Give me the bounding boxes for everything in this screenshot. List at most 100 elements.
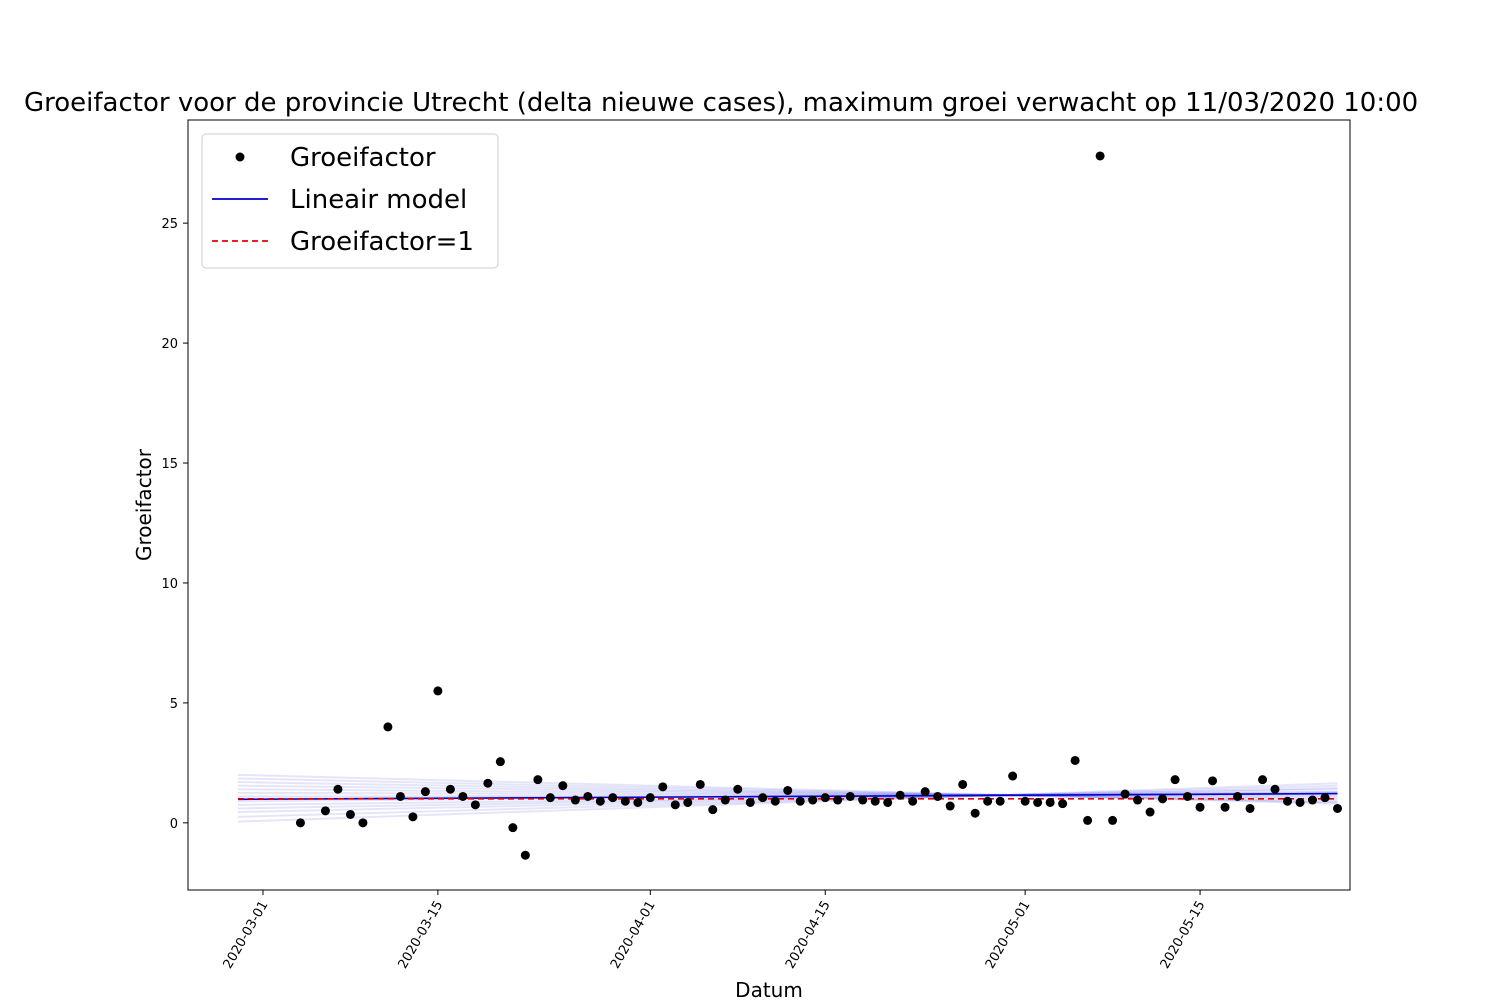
- data-point: [745, 797, 755, 807]
- data-point: [1220, 802, 1230, 812]
- data-point: [545, 793, 555, 803]
- x-tick-label: 2020-05-01: [983, 899, 1034, 972]
- data-point: [1058, 799, 1068, 809]
- data-point: [1145, 807, 1155, 817]
- data-point: [608, 793, 618, 803]
- data-point: [1333, 803, 1343, 813]
- data-point: [1095, 151, 1105, 161]
- y-tick-label: 5: [170, 697, 178, 712]
- data-point: [1120, 789, 1130, 799]
- data-point: [1183, 791, 1193, 801]
- y-axis-label: Groeifactor: [132, 448, 156, 561]
- data-point: [1158, 794, 1168, 804]
- data-point: [945, 801, 955, 811]
- data-point: [1045, 797, 1055, 807]
- data-point: [908, 796, 918, 806]
- data-point: [1295, 797, 1305, 807]
- data-point: [983, 796, 993, 806]
- data-point: [358, 818, 368, 828]
- data-point: [1033, 797, 1043, 807]
- data-point: [1258, 775, 1268, 785]
- data-point: [383, 722, 393, 732]
- data-point: [533, 775, 543, 785]
- data-point: [395, 791, 405, 801]
- data-point: [420, 787, 430, 797]
- model-band-line: [237, 784, 1338, 818]
- data-point: [658, 782, 668, 792]
- data-point: [1008, 771, 1018, 781]
- legend-label: Lineair model: [290, 185, 467, 215]
- plot-area: [237, 151, 1343, 860]
- data-point: [520, 850, 530, 860]
- legend-label: Groeifactor: [290, 143, 436, 173]
- data-point: [570, 795, 580, 805]
- data-point: [1233, 791, 1243, 801]
- data-point: [833, 795, 843, 805]
- data-point: [1108, 815, 1118, 825]
- data-point: [1020, 796, 1030, 806]
- data-point: [1208, 776, 1218, 786]
- data-point: [1283, 796, 1293, 806]
- data-point: [670, 800, 680, 810]
- model-band-line: [237, 788, 1338, 810]
- x-tick-label: 2020-04-15: [783, 899, 834, 972]
- chart-title: Groeifactor voor de provincie Utrecht (d…: [24, 88, 1418, 118]
- data-point: [883, 797, 893, 807]
- data-point: [433, 686, 443, 696]
- axes: 0 5 10 15 20 25 2020-03-01 2020-03-15 2020-04-01…: [161, 217, 1208, 971]
- data-point: [458, 791, 468, 801]
- data-point: [333, 784, 343, 794]
- data-point: [995, 796, 1005, 806]
- data-point: [583, 791, 593, 801]
- data-point: [845, 791, 855, 801]
- y-tick-label: 0: [170, 817, 178, 832]
- y-tick-label: 10: [161, 577, 178, 592]
- data-point: [720, 795, 730, 805]
- data-point: [1245, 803, 1255, 813]
- data-point: [695, 779, 705, 789]
- plot-frame: [187, 119, 1351, 891]
- data-point: [633, 797, 643, 807]
- model-band-line: [237, 782, 1338, 823]
- data-point: [1083, 815, 1093, 825]
- data-point: [1195, 802, 1205, 812]
- data-point: [795, 796, 805, 806]
- legend-box: [201, 133, 499, 269]
- data-point: [408, 812, 418, 822]
- data-point: [1320, 793, 1330, 803]
- data-point: [958, 779, 968, 789]
- data-point: [470, 800, 480, 810]
- x-tick-label: 2020-03-15: [396, 899, 447, 972]
- data-point: [970, 808, 980, 818]
- data-point: [508, 823, 518, 833]
- data-point: [933, 791, 943, 801]
- y-tick-label: 20: [161, 337, 178, 352]
- data-point: [595, 796, 605, 806]
- data-point: [920, 787, 930, 797]
- data-point: [858, 795, 868, 805]
- data-point: [320, 806, 330, 816]
- data-point: [1070, 755, 1080, 765]
- data-point: [683, 797, 693, 807]
- data-point: [870, 796, 880, 806]
- data-point: [558, 781, 568, 791]
- model-band-line: [237, 787, 1338, 814]
- data-point: [770, 796, 780, 806]
- y-tick-label: 15: [161, 457, 178, 472]
- data-point: [808, 795, 818, 805]
- data-point: [820, 793, 830, 803]
- data-point: [895, 790, 905, 800]
- data-point: [645, 793, 655, 803]
- data-point: [345, 809, 355, 819]
- x-tick-label: 2020-05-15: [1158, 899, 1209, 972]
- x-tick-label: 2020-04-01: [608, 899, 659, 972]
- data-point: [295, 818, 305, 828]
- data-point: [1270, 784, 1280, 794]
- data-point: [708, 805, 718, 815]
- legend: Groeifactor Lineair model Groeifactor=1: [201, 133, 499, 269]
- y-tick-label: 25: [161, 217, 178, 232]
- data-point: [783, 785, 793, 795]
- x-axis-label: Datum: [735, 978, 803, 1000]
- data-point: [1170, 775, 1180, 785]
